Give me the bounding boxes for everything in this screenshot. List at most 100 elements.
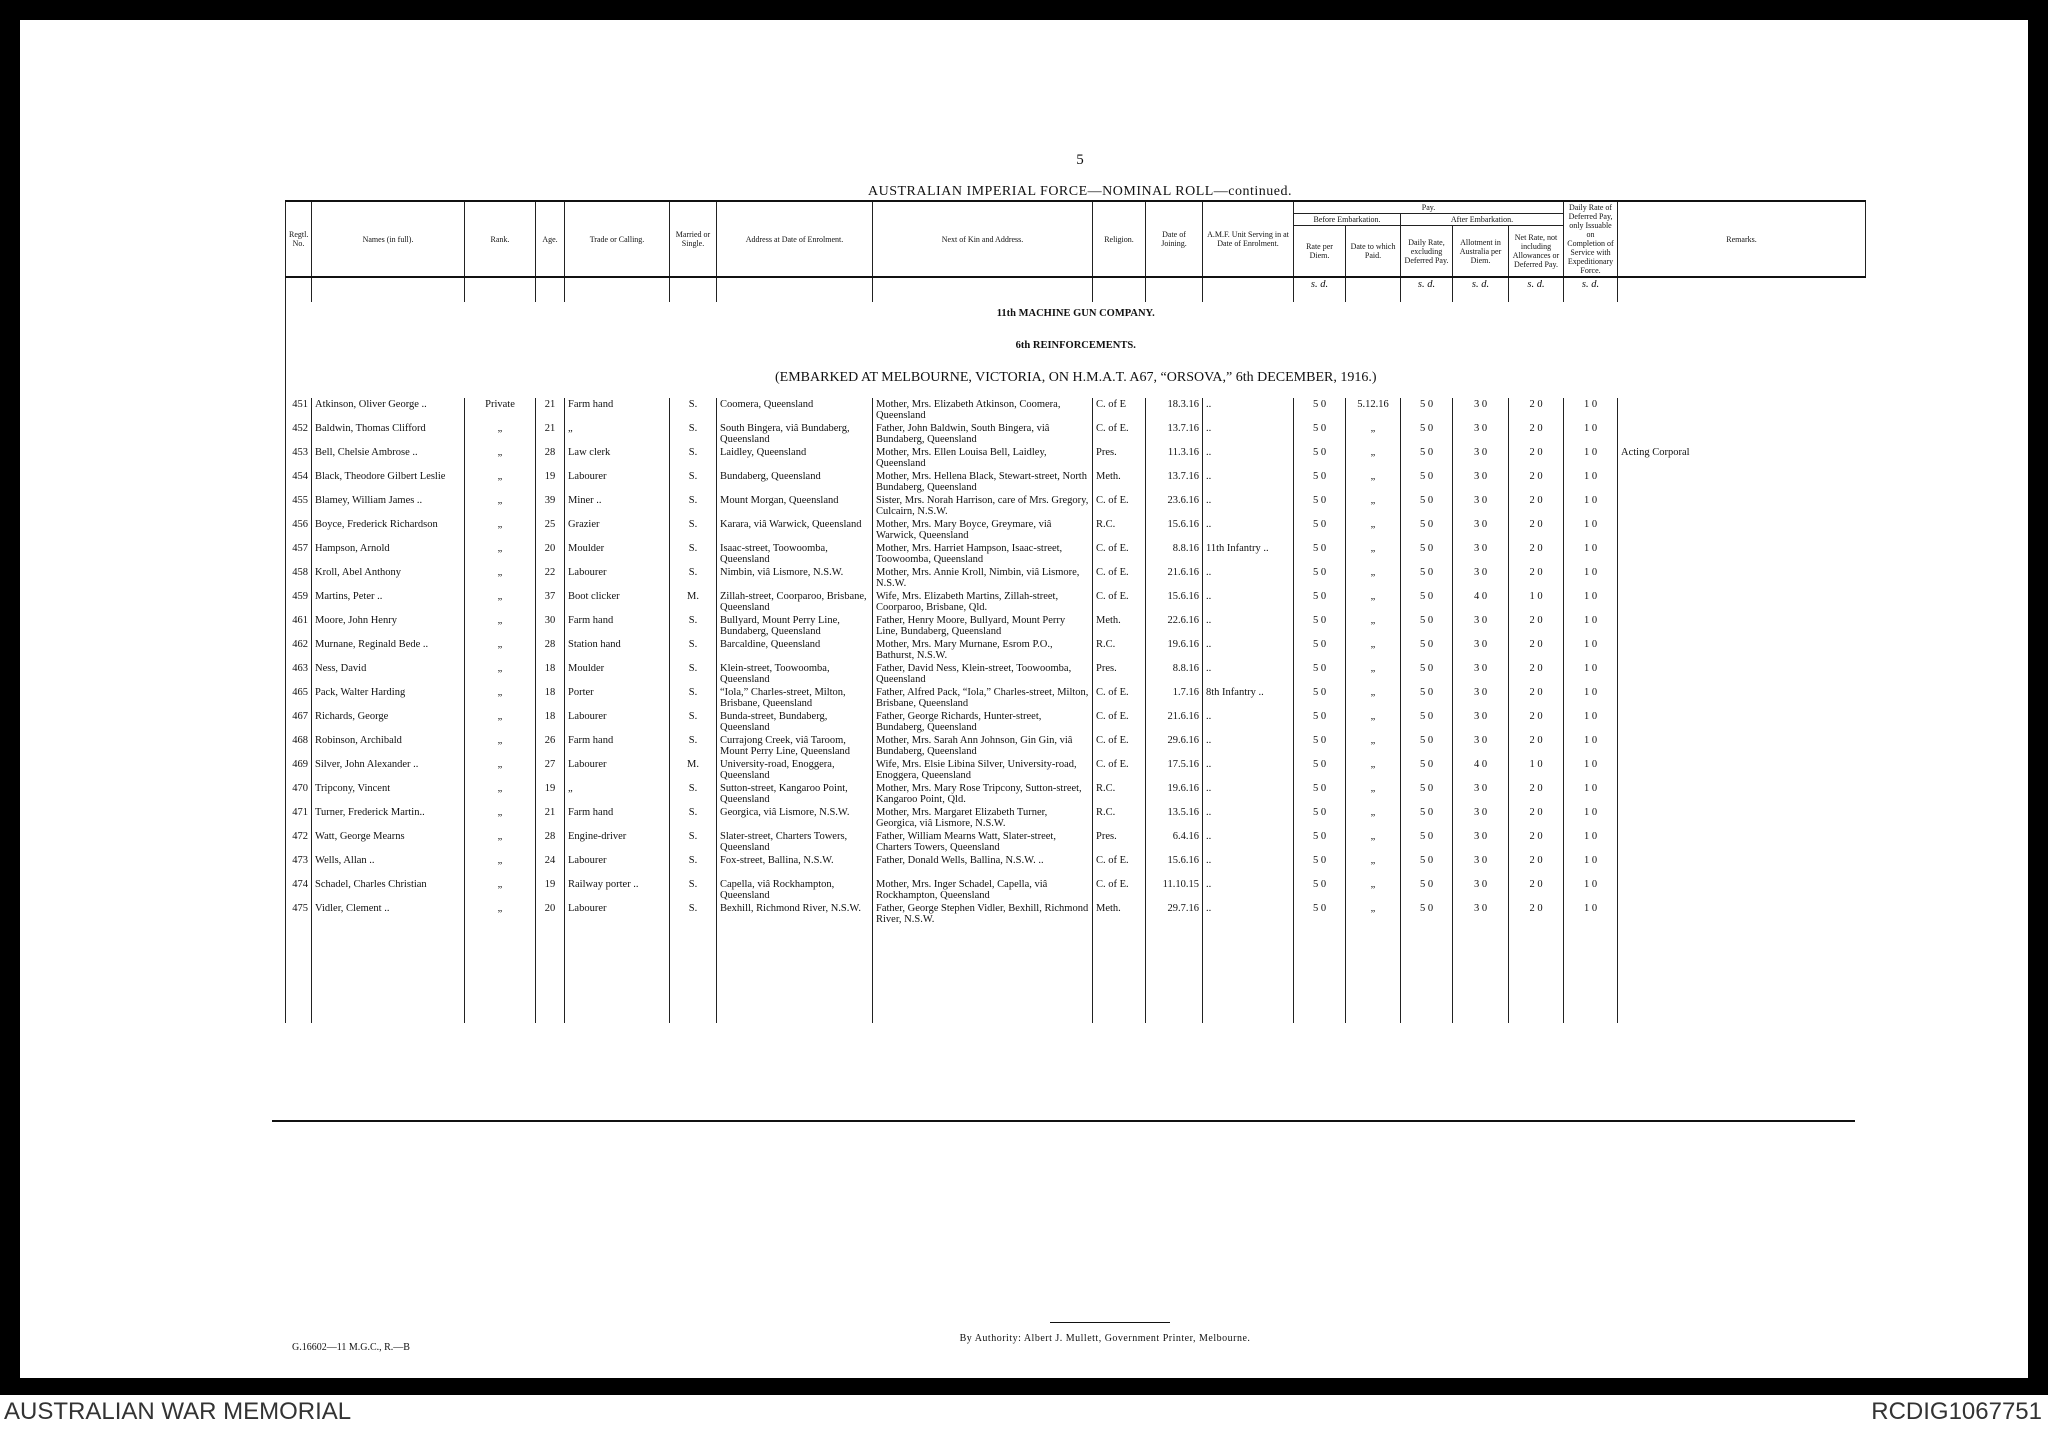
cell-joined: 13.7.16 [1145, 470, 1203, 494]
cell-trade: Farm hand [564, 398, 670, 422]
cell-kin: Wife, Mrs. Elizabeth Martins, Zillah-str… [872, 590, 1093, 614]
cell-rate: 5 0 [1293, 902, 1346, 926]
cell-rank: „ [464, 494, 536, 518]
cell-daily: 5 0 [1400, 494, 1453, 518]
cell-paid: „ [1345, 542, 1401, 566]
cell-religion: C. of E. [1092, 542, 1146, 566]
cell-no: 462 [285, 638, 312, 662]
cell-paid: „ [1345, 734, 1401, 758]
roll-row: 457 Hampson, Arnold „ 20 Moulder S. Isaac-stre… [285, 542, 1866, 566]
cell-deferred: 1 0 [1563, 422, 1618, 446]
cell-name: Wells, Allan .. [311, 854, 465, 878]
roll-row: 469 Silver, John Alexander .. „ 27 Labourer M… [285, 758, 1866, 782]
cell-joined: 17.5.16 [1145, 758, 1203, 782]
cell-net: 2 0 [1507, 614, 1564, 638]
filler-cell [1452, 926, 1509, 1023]
cell-name: Black, Theodore Gilbert Leslie [311, 470, 465, 494]
cell-age: 28 [535, 446, 565, 470]
cell-daily: 5 0 [1400, 782, 1453, 806]
cell-name: Blamey, William James .. [311, 494, 465, 518]
cell-no: 454 [285, 470, 312, 494]
filler-row [285, 926, 1866, 1023]
cell-net: 2 0 [1507, 806, 1564, 830]
filler-cell [1092, 926, 1146, 1023]
roll-row: 465 Pack, Walter Harding „ 18 Porter S. “Iola,… [285, 686, 1866, 710]
cell-trade: Engine-driver [564, 830, 670, 854]
section-heading: 6th REINFORCEMENTS. [284, 334, 1866, 366]
cell-age: 18 [535, 686, 565, 710]
cell-unit: .. [1202, 710, 1294, 734]
cell-paid: „ [1345, 662, 1401, 686]
cell-remarks [1617, 638, 1866, 662]
cell-deferred: 1 0 [1563, 518, 1618, 542]
cell-religion: R.C. [1092, 806, 1146, 830]
header-row: Before Embarkation. After Embarkation. [286, 213, 1866, 226]
cell-trade: Labourer [564, 854, 670, 878]
cell-rank: „ [464, 830, 536, 854]
roll-row: 459 Martins, Peter .. „ 37 Boot clicker M. Zil… [285, 590, 1866, 614]
cell-daily: 5 0 [1400, 422, 1453, 446]
cell-address: Mount Morgan, Queensland [716, 494, 873, 518]
column-header: Names (in full). [311, 200, 465, 278]
cell-trade: Boot clicker [564, 590, 670, 614]
cell-allot: 3 0 [1452, 518, 1509, 542]
pay-group-header: Pay. [1292, 200, 1565, 214]
cell-kin: Mother, Mrs. Mary Murnane, Esrom P.O., B… [872, 638, 1093, 662]
roll-row: 451 Atkinson, Oliver George .. Private 21 Fa… [285, 398, 1866, 422]
cell-name: Vidler, Clement .. [311, 902, 465, 926]
cell-name: Turner, Frederick Martin.. [311, 806, 465, 830]
cell-rank: „ [464, 638, 536, 662]
cell-remarks [1617, 494, 1866, 518]
cell-address: Bexhill, Richmond River, N.S.W. [716, 902, 873, 926]
cell-paid: „ [1345, 422, 1401, 446]
unit-cell: s. d. [1293, 276, 1346, 302]
cell-rank: „ [464, 566, 536, 590]
cell-allot: 3 0 [1452, 470, 1509, 494]
cell-age: 18 [535, 662, 565, 686]
cell-paid: „ [1345, 878, 1401, 902]
cell-religion: R.C. [1092, 782, 1146, 806]
cell-no: 458 [285, 566, 312, 590]
cell-no: 474 [285, 878, 312, 902]
cell-trade: Farm hand [564, 806, 670, 830]
nominal-roll-table: Regtl. No. Names (in full). Rank. Age. Trade… [284, 200, 1867, 1023]
cell-unit: 8th Infantry .. [1202, 686, 1294, 710]
filler-cell [716, 926, 873, 1023]
unit-cell [564, 276, 670, 302]
cell-name: Watt, George Mearns [311, 830, 465, 854]
cell-remarks [1617, 470, 1866, 494]
watermark-left: AUSTRALIAN WAR MEMORIAL [4, 1398, 352, 1425]
cell-name: Baldwin, Thomas Clifford [311, 422, 465, 446]
cell-rank: „ [464, 878, 536, 902]
cell-unit: .. [1202, 758, 1294, 782]
cell-joined: 23.6.16 [1145, 494, 1203, 518]
roll-row: 474 Schadel, Charles Christian „ 19 Railway … [285, 878, 1866, 902]
cell-trade: Porter [564, 686, 670, 710]
cell-name: Martins, Peter .. [311, 590, 465, 614]
cell-unit: .. [1202, 422, 1294, 446]
cell-daily: 5 0 [1400, 854, 1453, 878]
cell-deferred: 1 0 [1563, 710, 1618, 734]
cell-deferred: 1 0 [1563, 782, 1618, 806]
cell-daily: 5 0 [1400, 398, 1453, 422]
cell-net: 2 0 [1507, 422, 1564, 446]
cell-paid: „ [1345, 758, 1401, 782]
cell-net: 2 0 [1507, 518, 1564, 542]
cell-age: 21 [535, 806, 565, 830]
cell-no: 468 [285, 734, 312, 758]
unit-cell [535, 276, 565, 302]
cell-rate: 5 0 [1293, 662, 1346, 686]
cell-no: 470 [285, 782, 312, 806]
cell-married: S. [669, 638, 717, 662]
cell-rate: 5 0 [1293, 614, 1346, 638]
cell-allot: 3 0 [1452, 662, 1509, 686]
table-bottom-rule [272, 1120, 1855, 1122]
cell-kin: Father, Henry Moore, Bullyard, Mount Per… [872, 614, 1093, 638]
cell-kin: Sister, Mrs. Norah Harrison, care of Mrs… [872, 494, 1093, 518]
cell-age: 26 [535, 734, 565, 758]
cell-unit: .. [1202, 734, 1294, 758]
cell-joined: 15.6.16 [1145, 518, 1203, 542]
cell-religion: C. of E. [1092, 734, 1146, 758]
cell-allot: 3 0 [1452, 638, 1509, 662]
cell-religion: Meth. [1092, 614, 1146, 638]
